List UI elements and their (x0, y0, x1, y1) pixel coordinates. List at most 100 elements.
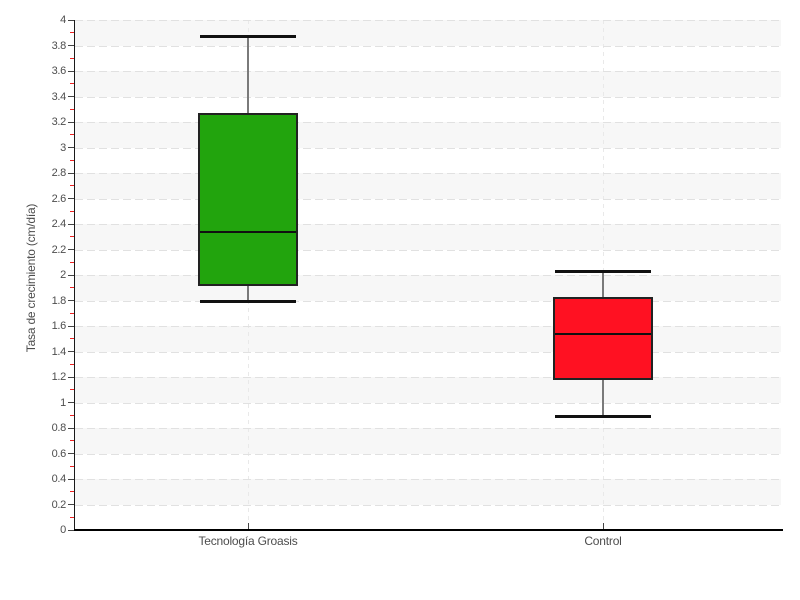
y-major-tick (68, 402, 74, 403)
horizontal-gridline (75, 173, 781, 174)
y-minor-tick (70, 261, 74, 263)
y-major-tick (68, 96, 74, 97)
horizontal-gridline (75, 504, 781, 506)
whisker-cap-max-control (555, 269, 651, 273)
y-minor-tick (70, 57, 74, 59)
horizontal-gridline (75, 224, 781, 225)
background-band (75, 403, 781, 429)
horizontal-gridline (75, 377, 781, 378)
horizontal-gridline (75, 45, 781, 47)
background-band (75, 199, 781, 225)
horizontal-gridline (75, 402, 781, 404)
horizontal-gridline (75, 275, 781, 276)
background-band (75, 97, 781, 123)
background-band (75, 20, 781, 46)
y-tick-label: 3.4 (51, 90, 67, 103)
y-major-tick (68, 121, 74, 123)
background-band (75, 275, 781, 301)
y-tick-label: 0 (60, 524, 66, 536)
y-major-tick (68, 249, 74, 250)
y-tick-label: 1.8 (51, 294, 67, 307)
y-major-tick (68, 147, 74, 148)
whisker-cap-min-tecnolog-a-groasis (200, 300, 296, 304)
whisker-cap-max-tecnolog-a-groasis (200, 35, 296, 39)
y-tick-label: 2 (60, 269, 66, 281)
y-minor-tick (70, 491, 74, 493)
y-minor-tick (70, 414, 74, 416)
horizontal-gridline (75, 249, 781, 251)
y-tick-label: 1.6 (51, 320, 67, 332)
horizontal-gridline (75, 479, 781, 480)
x-category-tick (603, 523, 604, 529)
background-band (75, 71, 781, 97)
horizontal-gridline (75, 147, 781, 149)
background-band (75, 352, 781, 378)
y-minor-tick (70, 134, 74, 136)
background-band (75, 173, 781, 199)
y-tick-label: 2.2 (51, 243, 67, 256)
median-line-tecnolog-a-groasis (200, 230, 296, 233)
y-tick-label: 2.6 (51, 192, 67, 205)
y-tick-label: 0.6 (51, 447, 67, 460)
whisker-stem-upper-control (602, 271, 604, 297)
y-minor-tick (70, 465, 74, 467)
horizontal-gridline (75, 428, 781, 429)
y-axis-line (74, 20, 75, 530)
background-band (75, 250, 781, 276)
y-tick-label: 0.8 (51, 422, 67, 434)
x-category-tick (248, 523, 249, 529)
background-band (75, 148, 781, 174)
y-minor-tick (70, 210, 74, 212)
y-minor-tick (70, 287, 74, 289)
y-minor-tick (70, 440, 74, 442)
horizontal-gridline (75, 198, 781, 200)
horizontal-gridline (75, 300, 781, 302)
background-band (75, 505, 781, 531)
background-band (75, 377, 781, 403)
whisker-stem-lower-tecnolog-a-groasis (247, 286, 249, 302)
y-major-tick (68, 19, 74, 21)
y-minor-tick (70, 516, 74, 518)
horizontal-gridline (75, 71, 781, 72)
x-category-label-control: Control (584, 534, 622, 548)
background-band (75, 46, 781, 72)
background-band (75, 301, 781, 327)
background-band (75, 326, 781, 352)
y-minor-tick (70, 389, 74, 391)
x-category-label-groasis: Tecnología Groasis (198, 534, 298, 548)
y-major-tick (68, 70, 74, 72)
y-tick-label: 0.2 (51, 498, 67, 511)
y-major-tick (68, 529, 74, 531)
horizontal-gridline (75, 122, 781, 123)
background-band (75, 122, 781, 148)
boxplot-box-control (553, 296, 653, 380)
y-tick-label: 3 (60, 141, 66, 154)
y-major-tick (68, 351, 74, 352)
horizontal-gridline (75, 20, 781, 21)
y-major-tick (68, 274, 74, 276)
background-band (75, 428, 781, 454)
background-band (75, 479, 781, 505)
boxplot-box-tecnolog-a-groasis (198, 113, 298, 287)
y-minor-tick (70, 312, 74, 314)
y-minor-tick (70, 159, 74, 161)
y-major-tick (68, 376, 74, 378)
y-minor-tick (70, 338, 74, 340)
whisker-stem-upper-tecnolog-a-groasis (247, 36, 249, 114)
y-minor-tick (70, 185, 74, 187)
y-major-tick (68, 45, 74, 46)
y-tick-label: 3.8 (51, 39, 67, 52)
whisker-stem-lower-control (602, 379, 604, 417)
y-major-tick (68, 478, 74, 480)
y-tick-label: 2.4 (51, 218, 67, 230)
y-major-tick (68, 223, 74, 225)
y-tick-label: 0.4 (51, 473, 67, 485)
y-major-tick (68, 453, 74, 454)
y-tick-label: 1.4 (51, 345, 67, 358)
y-major-tick (68, 504, 74, 505)
y-tick-label: 1 (60, 396, 66, 409)
y-major-tick (68, 325, 74, 327)
y-tick-label: 2.8 (51, 167, 67, 179)
y-tick-label: 3.6 (51, 65, 67, 77)
y-major-tick (68, 172, 74, 174)
